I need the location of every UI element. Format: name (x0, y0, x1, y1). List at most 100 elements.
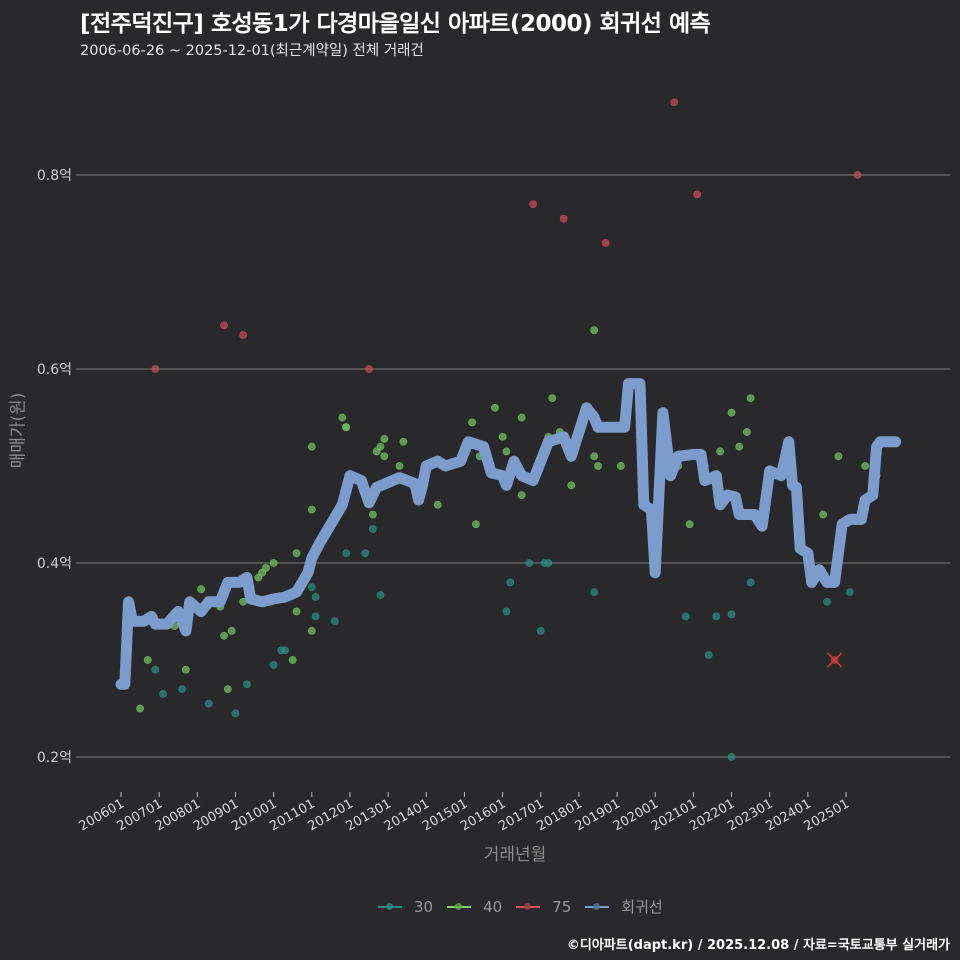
data-point-40 (227, 627, 236, 635)
data-point-30 (311, 612, 320, 621)
y-tick-label: 0.8억 (37, 168, 72, 184)
data-point-30 (746, 578, 755, 587)
data-point-40 (143, 656, 152, 664)
data-point-40 (548, 394, 557, 402)
data-point-30 (243, 680, 251, 689)
chart-subtitle: 2006-06-26 ~ 2025-12-01(최근계약일) 전체 거래건 (80, 43, 424, 59)
data-point-40 (471, 520, 480, 529)
data-point-40 (307, 442, 316, 451)
legend-item-regression[interactable]: 회귀선 (585, 896, 663, 917)
data-point-40 (399, 437, 408, 446)
data-point-75 (693, 190, 702, 199)
legend-label: 75 (552, 897, 572, 916)
data-point-30 (342, 549, 351, 558)
footer-credit: ©디아파트(dapt.kr) / 2025.12.08 / 자료=국토교통부 실… (566, 938, 950, 953)
legend-75-line-dot-icon (516, 902, 541, 912)
data-point-40 (502, 447, 511, 456)
data-point-30 (269, 660, 278, 669)
data-point-30 (506, 578, 515, 587)
data-point-40 (342, 423, 351, 432)
data-point-40 (197, 585, 206, 594)
data-point-40 (288, 656, 297, 664)
data-point-30 (525, 559, 534, 567)
data-point-30 (502, 607, 511, 616)
data-point-30 (311, 593, 320, 601)
y-tick-label: 0.2억 (37, 750, 72, 766)
legend: 30 40 75 회귀선 (378, 896, 677, 917)
data-point-40 (716, 447, 725, 456)
data-point-40 (742, 428, 751, 436)
data-point-40 (491, 403, 499, 412)
legend-regression-line-dot-icon (585, 902, 610, 912)
data-point-40 (517, 413, 526, 422)
y-axis-label: 매매가(원) (8, 392, 29, 469)
data-point-40 (594, 462, 602, 470)
data-point-30 (204, 699, 213, 708)
legend-label: 회귀선 (621, 898, 663, 916)
legend-30-line-dot-icon (378, 902, 402, 912)
data-point-40 (292, 607, 301, 616)
data-point-40 (498, 432, 507, 441)
legend-40-line-dot-icon (447, 902, 472, 912)
data-point-40 (368, 510, 377, 519)
data-point-75 (670, 98, 679, 107)
data-point-75 (529, 200, 538, 208)
data-point-40 (136, 704, 144, 713)
data-point-75 (559, 214, 568, 223)
data-point-40 (380, 434, 389, 443)
data-point-40 (223, 685, 232, 693)
data-point-30 (151, 665, 160, 674)
data-point-75 (853, 171, 862, 179)
data-point-30 (231, 709, 240, 718)
data-point-30 (727, 753, 736, 761)
data-point-30 (159, 690, 167, 698)
data-point-40 (616, 462, 625, 470)
data-point-30 (376, 591, 385, 599)
data-point-30 (727, 610, 736, 619)
regression-path (115, 378, 902, 690)
data-point-30 (330, 617, 339, 626)
data-point-40 (220, 631, 228, 640)
data-point-30 (544, 559, 553, 567)
data-point-40 (727, 408, 736, 417)
data-point-40 (735, 442, 744, 451)
legend-item-75[interactable]: 75 (516, 898, 571, 916)
data-point-40 (262, 563, 270, 572)
data-point-40 (307, 505, 316, 514)
data-point-40 (395, 462, 404, 470)
data-point-75 (239, 331, 248, 339)
data-point-30 (845, 588, 854, 596)
y-tick-label: 0.4억 (37, 556, 72, 572)
legend-item-40[interactable]: 40 (447, 898, 502, 916)
x-axis-label: 거래년월 (483, 845, 547, 865)
data-point-40 (376, 442, 385, 451)
data-point-40 (567, 481, 576, 490)
legend-item-30[interactable]: 30 (378, 898, 433, 916)
scatter-points (136, 98, 881, 761)
data-point-40 (269, 559, 278, 567)
data-point-75 (220, 321, 228, 330)
data-point-40 (292, 549, 301, 558)
data-point-40 (590, 452, 599, 461)
data-point-30 (681, 612, 690, 621)
chart-title: [전주덕진구] 호성동1가 다경마을일신 아파트(2000) 회귀선 예측 (80, 11, 711, 37)
data-point-40 (861, 462, 870, 470)
data-point-40 (380, 452, 389, 461)
data-point-30 (536, 627, 545, 635)
data-point-30 (178, 685, 186, 693)
data-point-30 (307, 583, 316, 592)
legend-label: 30 (414, 897, 434, 916)
data-point-40 (834, 452, 843, 461)
data-point-40 (685, 520, 694, 529)
y-axis-ticks: 0.2억 0.4억 0.6억 0.8억 (37, 168, 72, 766)
highlight-x-marker (827, 652, 843, 668)
data-point-75 (151, 365, 160, 373)
data-point-30 (590, 588, 599, 596)
data-point-30 (281, 646, 289, 655)
regression-line (115, 378, 902, 690)
data-point-40 (590, 326, 599, 335)
data-point-40 (517, 491, 526, 499)
data-point-40 (181, 665, 190, 674)
data-point-40 (433, 500, 442, 509)
data-point-30 (704, 651, 713, 660)
